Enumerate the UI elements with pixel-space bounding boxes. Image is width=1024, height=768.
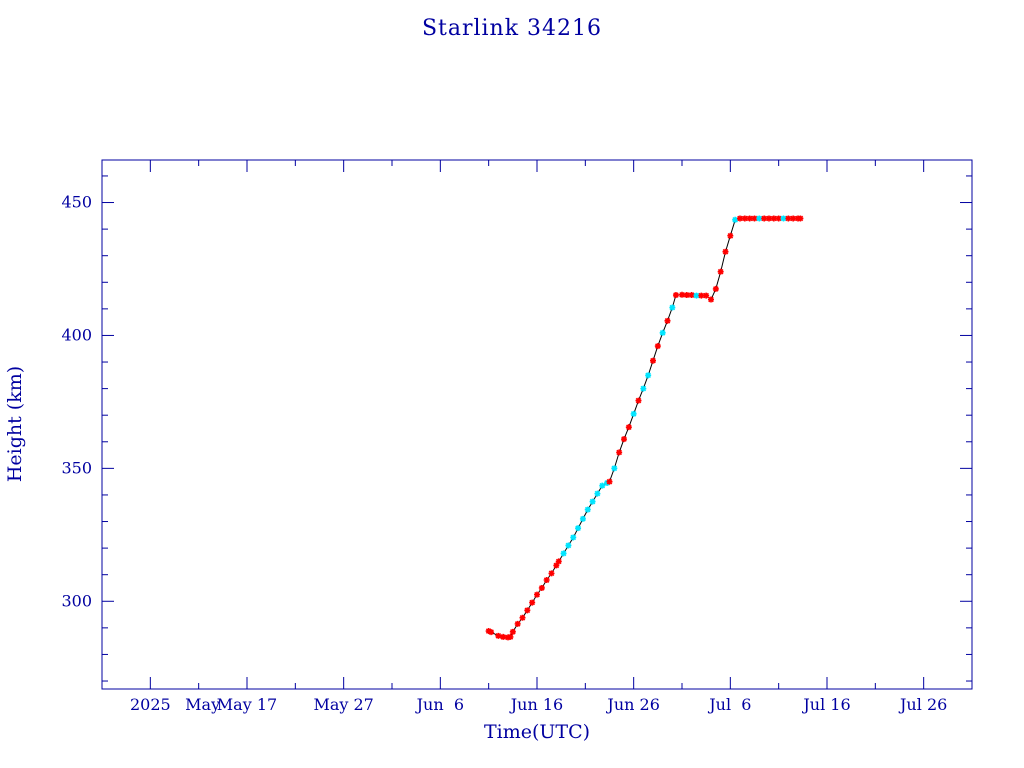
x-tick-label: May [185,695,220,714]
data-point [717,268,724,275]
data-point [488,629,495,636]
y-tick-label: 400 [61,325,92,344]
data-point [672,292,679,299]
data-point [751,215,758,222]
y-tick-label: 300 [61,591,92,610]
x-tick-label: Jul 16 [801,695,850,714]
data-point [708,296,714,303]
data-point [606,478,613,485]
y-tick-label: 450 [61,193,92,212]
data-point [664,317,671,324]
data-point [650,357,656,364]
data-point [584,506,591,513]
data-point [555,558,562,565]
x-tick-label: Jul 6 [707,695,751,714]
data-point [621,436,627,443]
data-point [616,449,623,456]
data-point [654,343,661,350]
data-point [679,291,685,298]
data-point [727,232,734,239]
data-point [529,599,536,606]
data-point [500,633,507,640]
data-point [797,215,804,222]
data-point [737,215,743,222]
data-point [732,216,739,223]
data-point [485,628,492,635]
data-point [785,215,792,222]
x-tick-label: Jun 6 [415,695,464,714]
x-tick-label: May 17 [217,695,277,714]
data-point [645,372,652,379]
data-point [698,292,705,299]
data-point [790,215,797,222]
data-point [770,215,777,222]
data-point [756,215,763,222]
data-point [693,292,700,299]
data-point [683,292,690,299]
data-point [780,215,787,222]
x-tick-label: May 27 [313,695,373,714]
data-point [741,215,748,222]
series-line [488,218,801,638]
data-point [514,620,521,627]
data-point [635,397,642,404]
axis-ticks [101,160,973,689]
x-tick-label: Jul 26 [898,695,947,714]
data-point [534,591,540,598]
data-point [599,482,606,489]
data-point [543,577,550,584]
data-point [495,632,502,639]
x-tick-label: Jun 16 [509,695,563,714]
x-tick-label: 2025 [130,695,171,714]
data-series [485,215,804,641]
chart-title: Starlink 34216 [421,16,603,41]
data-point [611,465,618,472]
data-point [594,490,601,497]
data-point [712,285,719,292]
data-point [775,215,782,222]
x-tick-label: Jun 26 [605,695,659,714]
data-point [703,292,710,299]
data-point [570,534,577,541]
data-point [519,614,526,621]
data-point [560,550,567,557]
plot-frame [101,159,973,690]
data-point [659,329,666,336]
data-point [746,215,753,222]
data-point [548,570,555,577]
axis-tick-labels: 300 350 400 450 2025 May 17 May 27 Jun 6 Jun 16 J… [61,193,947,714]
data-point [524,607,531,614]
data-point [630,410,637,417]
data-point [589,498,596,505]
data-point [669,304,676,311]
data-point [509,628,516,635]
data-point [688,292,695,299]
y-tick-label: 350 [61,458,92,477]
data-point [766,215,772,222]
data-point [640,385,647,392]
data-point [565,542,572,549]
data-point [538,584,545,591]
data-point [579,515,586,522]
data-point [625,424,632,431]
y-axis-label: Height (km) [4,366,26,482]
data-point [761,215,768,222]
data-point [575,525,582,532]
data-point [553,562,560,569]
data-point [722,248,729,255]
data-point [507,633,514,640]
x-axis-label: Time(UTC) [484,721,590,743]
